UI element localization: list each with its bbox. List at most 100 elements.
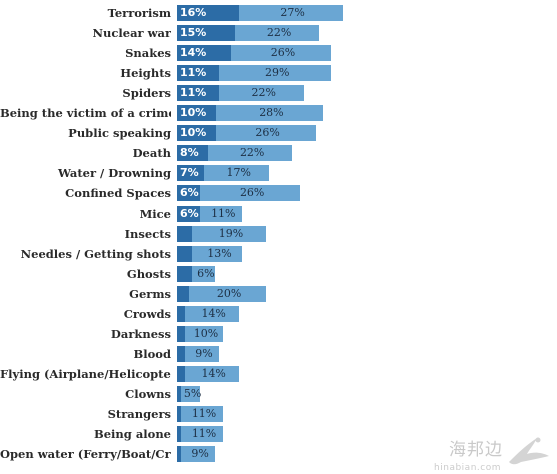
category-label: Heights [120, 66, 171, 81]
bar-row: Flying (Airplane/Helicopter) 14% [0, 364, 557, 384]
bar-row: Germs 20% [0, 284, 557, 304]
data-label-dark: 10% [180, 106, 207, 120]
data-label-light: 11% [191, 407, 217, 420]
bar-segment-light [180, 385, 201, 402]
bar-segment-light [219, 85, 305, 102]
bar-row: Water / Drowning 7% 17% [0, 163, 557, 183]
bar-segment-light [230, 45, 331, 62]
bar-segment-light [184, 365, 239, 382]
bar-segment-dark [177, 125, 216, 142]
bar-segment-light [192, 265, 216, 282]
bar-row: Heights 11% 29% [0, 63, 557, 83]
category-label: Death [132, 146, 171, 161]
category-label: Mice [139, 206, 171, 221]
category-label: Being alone [94, 427, 171, 442]
bar-row: Open water (Ferry/Boat/Crui... 9% [0, 444, 557, 464]
category-label: Public speaking [68, 126, 171, 141]
bar-segment-dark [177, 65, 220, 82]
data-label-light: 14% [201, 366, 226, 380]
category-label: Strangers [107, 407, 171, 421]
category-label: Being the victim of a crime [0, 106, 171, 121]
bar-row: Death 8% 22% [0, 143, 557, 163]
category-label: Clowns [125, 386, 171, 401]
data-label-light: 22% [266, 26, 292, 40]
watermark-text: 海邦边 [449, 440, 503, 460]
bar-segment-dark [177, 165, 204, 182]
bar-segment-dark [177, 105, 216, 122]
bar-segment-dark [177, 345, 185, 362]
bar-row: Strangers 11% [0, 404, 557, 424]
bar-row: Public speaking 10% 26% [0, 123, 557, 143]
bar-row: Crowds 14% [0, 304, 557, 324]
bar-segment-dark [177, 5, 239, 21]
bar-row: Darkness 10% [0, 324, 557, 344]
category-label: Darkness [110, 326, 171, 341]
bar-segment-light [203, 165, 270, 182]
category-label: Insects [124, 226, 171, 241]
bar-row: Spiders 11% 22% [0, 83, 557, 103]
bar-segment-light [192, 225, 266, 242]
bar-segment-light [215, 105, 324, 122]
data-label-light: 28% [259, 106, 284, 120]
category-label: Water / Drowning [58, 166, 171, 181]
bar-segment-dark [177, 85, 220, 102]
data-label-dark: 11% [180, 86, 207, 100]
bar-segment-light [192, 245, 243, 262]
bar-row: Nuclear war 15% 22% [0, 23, 557, 43]
bar-row: Being alone 11% [0, 424, 557, 444]
bar-segment-light [215, 125, 316, 142]
bar-segment-dark [177, 406, 181, 422]
bar-row: Mice 6% 11% [0, 204, 557, 224]
bar-row: Clowns 5% [0, 384, 557, 404]
data-label-dark: 8% [180, 146, 199, 160]
data-label-light: 9% [191, 447, 209, 461]
bar-segment-dark [177, 245, 193, 262]
data-label-light: 6% [197, 266, 215, 280]
bar-segment-dark [177, 285, 189, 302]
bar-segment-dark [177, 325, 185, 342]
bar-segment-light [219, 65, 331, 82]
bar-segment-light [180, 446, 216, 463]
bar-segment-light [188, 285, 266, 302]
bar-row: Insects 19% [0, 224, 557, 244]
data-label-light: 19% [218, 226, 244, 240]
data-label-light: 11% [211, 206, 236, 220]
data-label-light: 10% [193, 326, 219, 340]
data-label-light: 17% [226, 166, 251, 180]
bar-row: Being the victim of a crime 10% 28% [0, 103, 557, 123]
data-label-dark: 6% [180, 206, 199, 220]
bar-segment-dark [177, 365, 185, 382]
watermark-url: hinabian.com [434, 463, 501, 473]
bar-row: Terrorism 16% 27% [0, 3, 557, 23]
bar-segment-dark [177, 145, 208, 162]
data-label-dark: 14% [180, 46, 207, 60]
data-label-light: 11% [191, 427, 217, 441]
data-label-light: 13% [207, 246, 232, 260]
bar-segment-light [234, 25, 320, 42]
data-label-light: 26% [270, 46, 296, 60]
category-label: Blood [133, 346, 171, 361]
bar-row: Ghosts 6% [0, 264, 557, 284]
category-label: Crowds [123, 306, 171, 321]
bar-row: Confined Spaces 6% 26% [0, 183, 557, 203]
bar-segment-dark [177, 25, 235, 42]
category-label: Flying (Airplane/Helicopter) [0, 366, 171, 381]
category-label: Snakes [125, 46, 171, 61]
category-label: Nuclear war [92, 26, 171, 41]
data-label-dark: 15% [180, 26, 207, 40]
bar-segment-light [207, 145, 293, 162]
data-label-light: 22% [239, 146, 265, 160]
bar-segment-dark [177, 185, 201, 202]
bar-segment-light [184, 325, 224, 342]
bar-row: Needles / Getting shots 13% [0, 244, 557, 264]
data-label-dark: 10% [180, 126, 207, 140]
bar-segment-light [184, 305, 239, 322]
data-label-light: 5% [183, 386, 202, 400]
bar-segment-dark [177, 385, 181, 402]
category-label: Open water (Ferry/Boat/Crui... [0, 447, 171, 462]
data-label-light: 29% [264, 66, 290, 80]
bar-segment-dark [177, 446, 181, 463]
category-label: Spiders [122, 86, 171, 101]
crane-logo-icon [509, 437, 549, 465]
